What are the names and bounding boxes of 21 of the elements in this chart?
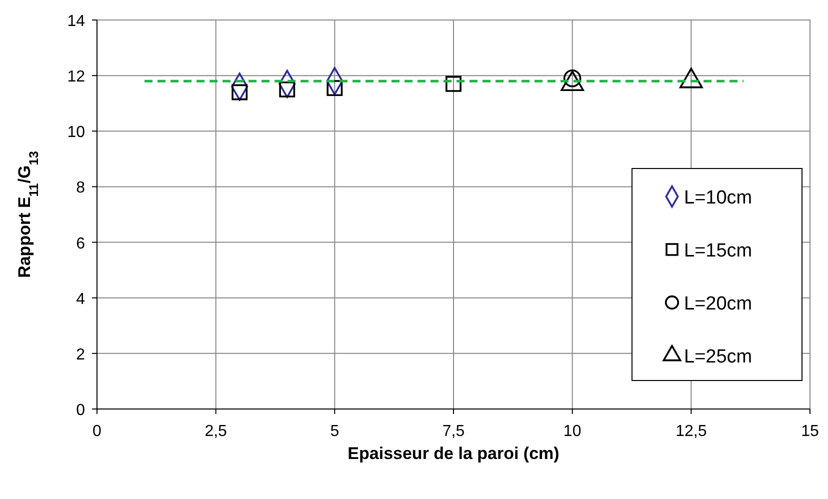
y-tick-label: 0	[76, 402, 86, 419]
y-tick-label: 14	[67, 13, 86, 30]
y-tick-label: 4	[76, 290, 86, 308]
x-tick-label: 10	[563, 423, 582, 440]
y-tick-label: 12	[67, 68, 86, 86]
point	[446, 76, 462, 92]
y-tick-label: 8	[76, 180, 86, 197]
legend-label: L=15cm	[684, 240, 752, 262]
y-tick-label: 10	[67, 124, 86, 142]
x-axis-title: Epaisseur de la paroi (cm)	[348, 444, 560, 463]
y-tick-label: 6	[76, 235, 86, 252]
legend-label: L=25cm	[684, 346, 752, 368]
x-tick-label: 12,5	[676, 423, 707, 440]
x-tick-label: 5	[330, 423, 340, 440]
x-tick-label: 15	[801, 423, 819, 440]
y-tick-label: 2	[76, 346, 86, 364]
x-tick-label: 0	[92, 423, 102, 440]
legend-label: L=20cm	[684, 294, 752, 314]
legend-label: L=10cm	[684, 188, 752, 208]
x-tick-label: 7,5	[442, 423, 465, 440]
x-tick-label: 2,5	[204, 423, 228, 440]
